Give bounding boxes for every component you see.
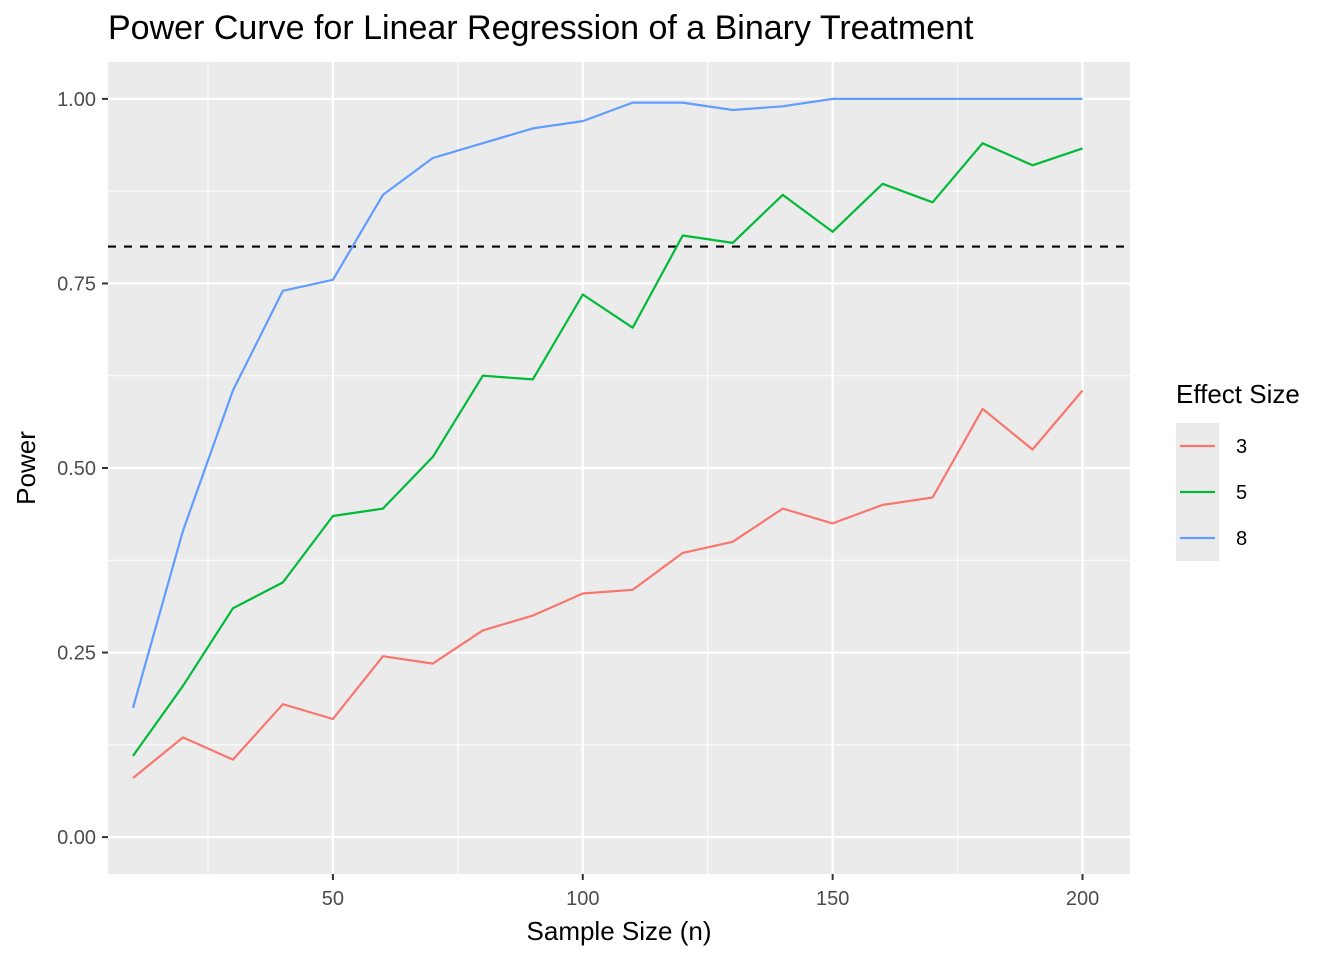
grid-lines bbox=[108, 62, 1130, 874]
series-line-8 bbox=[131, 97, 1083, 709]
y-tick-label: 0.25 bbox=[57, 643, 96, 665]
series-lines bbox=[131, 97, 1084, 779]
x-tick-label: 100 bbox=[566, 888, 599, 910]
y-tick-label: 1.00 bbox=[57, 89, 96, 111]
x-axis: 50 100 150 200 bbox=[322, 874, 1099, 910]
y-tick-label: 0.00 bbox=[57, 827, 96, 849]
series-line-3 bbox=[132, 389, 1084, 779]
chart-title: Power Curve for Linear Regression of a B… bbox=[108, 9, 974, 47]
x-tick-label: 50 bbox=[322, 888, 344, 910]
x-tick-label: 200 bbox=[1066, 888, 1099, 910]
x-axis-title: Sample Size (n) bbox=[527, 916, 712, 946]
y-axis: 0.00 0.25 0.50 0.75 1.00 bbox=[57, 89, 108, 849]
series-line-5 bbox=[132, 142, 1083, 757]
legend-title: Effect Size bbox=[1176, 379, 1300, 409]
legend-label-8: 8 bbox=[1236, 528, 1247, 550]
legend-label-5: 5 bbox=[1236, 482, 1247, 504]
y-axis-title: Power bbox=[11, 431, 41, 505]
x-tick-label: 150 bbox=[816, 888, 849, 910]
legend-label-3: 3 bbox=[1236, 436, 1247, 458]
legend: Effect Size 3 5 8 bbox=[1176, 379, 1300, 561]
y-tick-label: 0.75 bbox=[57, 273, 96, 295]
y-tick-label: 0.50 bbox=[57, 458, 96, 480]
